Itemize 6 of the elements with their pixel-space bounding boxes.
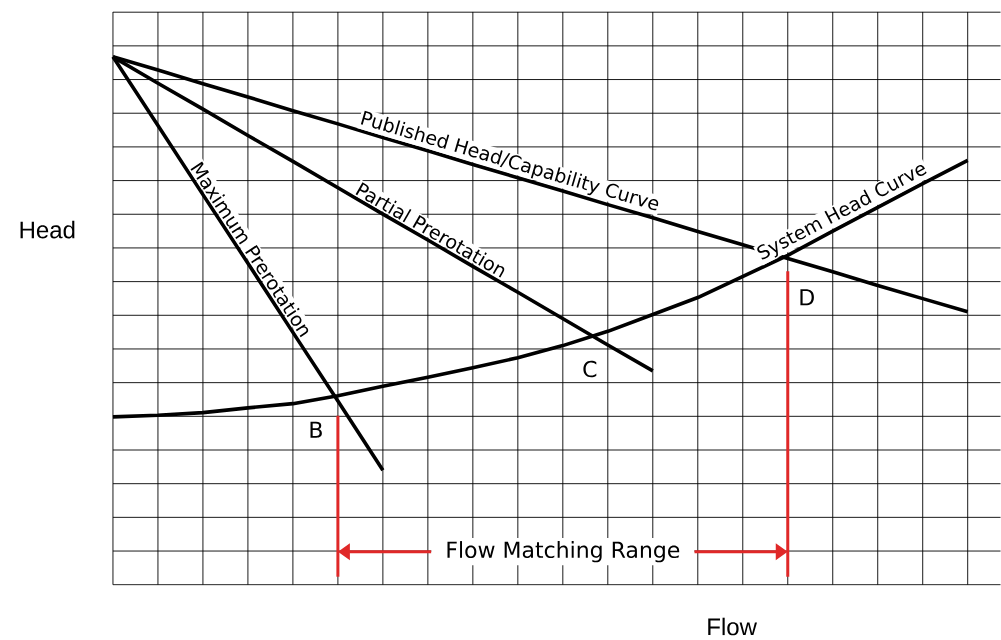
x-axis-title: Flow	[708, 617, 757, 636]
y-axis-title: Head	[20, 220, 75, 239]
annotation: D	[800, 289, 814, 306]
annotation: B	[310, 421, 322, 438]
annotation: C	[583, 360, 597, 378]
annotation: Flow Matching Range	[447, 541, 680, 563]
